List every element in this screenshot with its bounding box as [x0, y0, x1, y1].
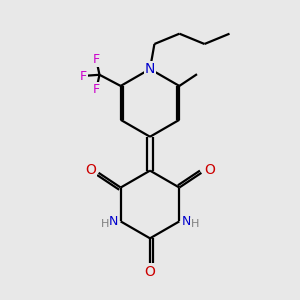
Text: H: H: [101, 219, 110, 229]
Text: O: O: [204, 163, 215, 177]
Text: N: N: [182, 215, 191, 228]
Text: F: F: [92, 83, 100, 96]
Text: O: O: [85, 163, 96, 177]
Text: N: N: [145, 62, 155, 76]
Text: H: H: [190, 219, 199, 229]
Text: F: F: [80, 70, 87, 83]
Text: N: N: [109, 215, 118, 228]
Text: O: O: [145, 265, 155, 279]
Text: F: F: [92, 53, 100, 66]
